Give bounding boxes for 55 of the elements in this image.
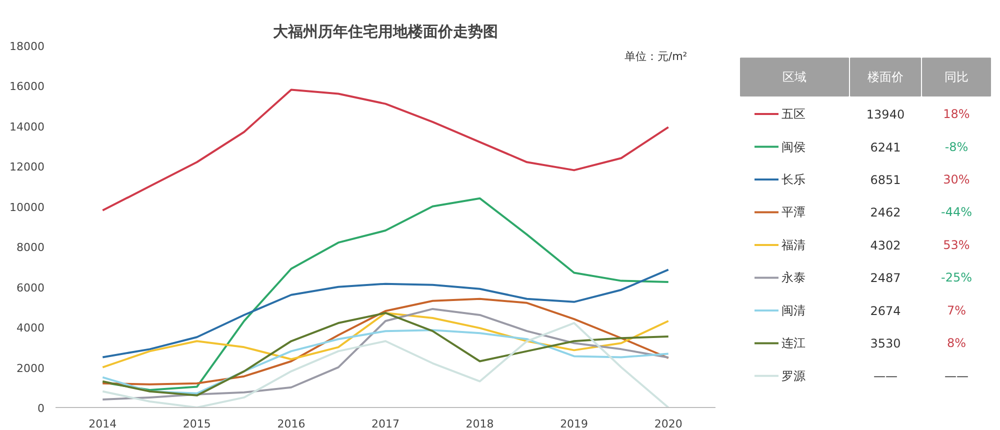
- text: ——: [944, 368, 968, 383]
- legend-label: 连江: [782, 336, 806, 350]
- y-tick-label: 8000: [16, 241, 45, 254]
- y-tick-label: 12000: [10, 160, 45, 174]
- x-tick-label: 2016: [277, 418, 306, 430]
- legend-label: 永泰: [782, 270, 806, 285]
- line-series: [102, 329, 670, 394]
- text: ——: [874, 368, 898, 383]
- text: 楼面价: [868, 70, 904, 84]
- legend-label: 长乐: [782, 172, 806, 186]
- x-tick-label: 2015: [182, 418, 211, 430]
- line-series: [102, 298, 670, 386]
- line-series: [102, 312, 670, 368]
- text: 6851: [870, 172, 901, 187]
- text: 同比: [944, 70, 968, 84]
- y-tick-label: 14000: [10, 120, 45, 134]
- text: -25%: [941, 270, 972, 285]
- line-series: [102, 268, 670, 358]
- text: 8%: [946, 336, 966, 350]
- annotation: 单位：元/m²: [624, 50, 688, 63]
- y-tick-label: 0: [38, 402, 44, 415]
- legend-label: 罗源: [782, 368, 806, 383]
- legend-label: 福清: [782, 238, 806, 252]
- x-tick-label: 2018: [466, 418, 494, 430]
- chart-title: 大福州历年住宅用地楼面价走势图: [273, 22, 498, 40]
- text: 区域: [782, 70, 806, 84]
- x-tick-label: 2019: [560, 418, 588, 430]
- x-tick-label: 2014: [88, 418, 117, 430]
- text: 2674: [870, 304, 901, 318]
- text: -8%: [944, 140, 968, 154]
- text: 2462: [870, 206, 901, 220]
- text: 6241: [870, 140, 901, 154]
- y-tick-label: 6000: [16, 281, 45, 294]
- text: 7%: [946, 303, 966, 318]
- text: 3530: [870, 336, 901, 351]
- text: 53%: [943, 238, 970, 252]
- y-tick-label: 10000: [10, 200, 45, 214]
- text: 13940: [866, 108, 905, 122]
- legend-label: 闽侯: [782, 140, 806, 154]
- legend-label: 五区: [782, 107, 806, 122]
- x-tick-label: 2017: [372, 418, 400, 430]
- x-tick-label: 2020: [654, 418, 682, 430]
- y-tick-label: 2000: [16, 362, 45, 375]
- y-tick-label: 4000: [16, 322, 45, 335]
- text: 18%: [943, 107, 970, 122]
- y-tick-label: 16000: [10, 80, 45, 94]
- text: 4302: [870, 238, 901, 252]
- legend-label: 闽清: [782, 303, 806, 318]
- legend-label: 平潭: [782, 205, 806, 220]
- line-series: [102, 88, 670, 212]
- text: 30%: [943, 172, 970, 186]
- text: 2487: [870, 271, 901, 286]
- text: -44%: [941, 205, 972, 220]
- y-tick-label: 18000: [10, 40, 45, 53]
- line-series: [102, 322, 670, 408]
